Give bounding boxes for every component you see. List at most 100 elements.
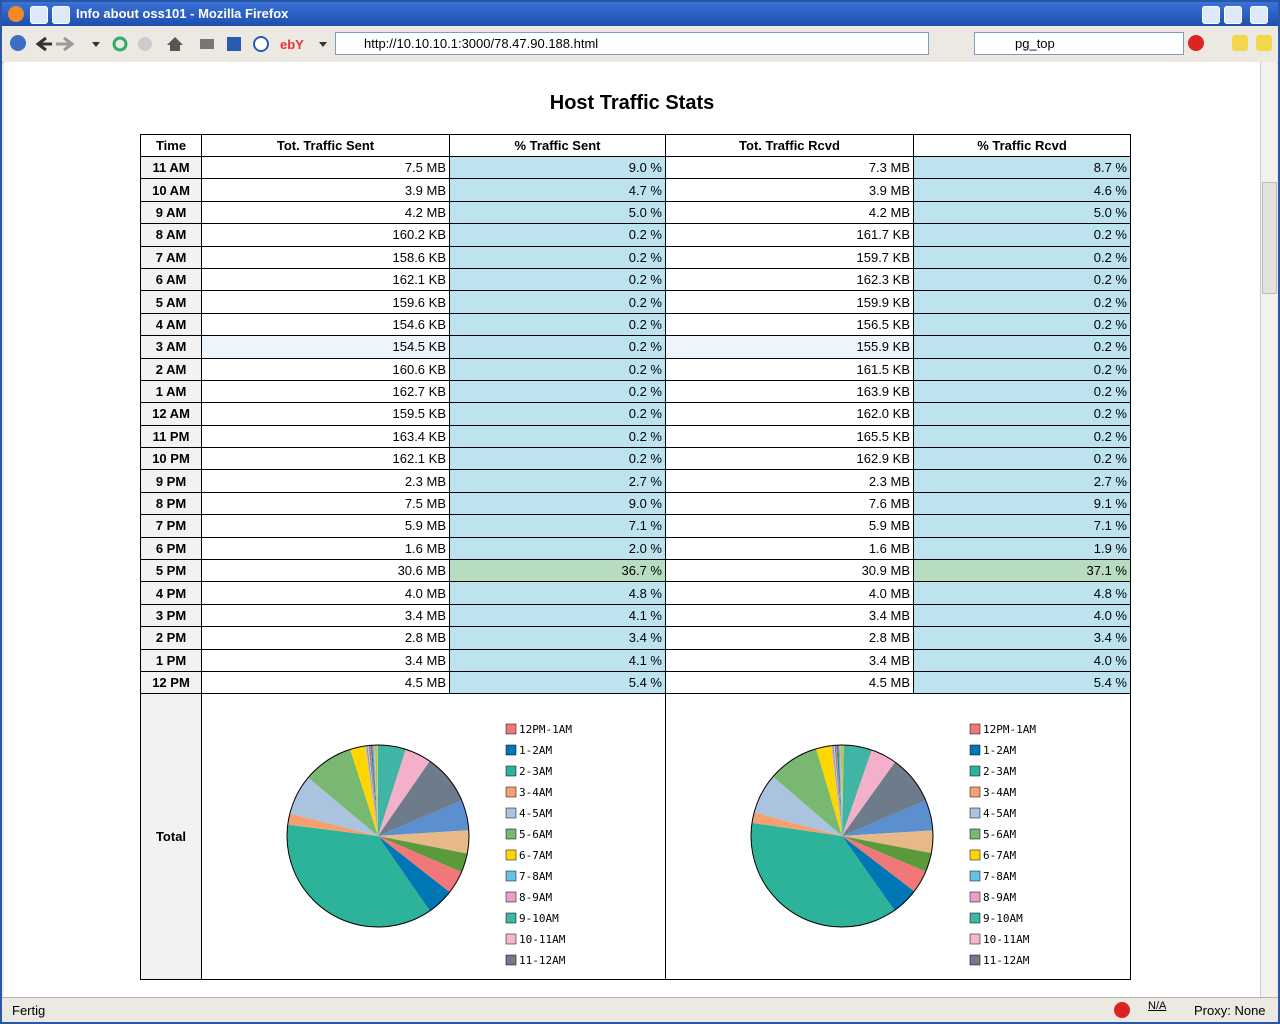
table-row: 12 PM 4.5 MB 5.4 % 4.5 MB 5.4 % — [140, 670, 1131, 695]
pie-slice — [751, 812, 842, 837]
search-bar[interactable]: pg_top — [974, 32, 1184, 55]
back-button[interactable] — [35, 36, 52, 52]
pie-slice — [835, 745, 842, 837]
value-cell: 161.5 KB — [665, 357, 914, 381]
pie-slice — [836, 745, 842, 837]
title-bar: Info about oss101 - Mozilla Firefox — [2, 2, 1278, 26]
forward-button[interactable] — [56, 36, 75, 52]
value-cell: 162.0 KB — [665, 402, 914, 426]
total-label: Total — [140, 693, 202, 981]
bookmark-button[interactable] — [227, 37, 241, 51]
value-cell: 5.4 % — [913, 670, 1131, 695]
traffic-table: Time Tot. Traffic Sent% Traffic Sent Tot. … — [140, 134, 1131, 981]
menu-button[interactable] — [30, 6, 48, 24]
value-cell: 3.9 MB — [201, 178, 450, 202]
maximize-button[interactable] — [1224, 6, 1242, 24]
value-cell: 162.7 KB — [201, 379, 450, 404]
value-cell: 162.1 KB — [201, 447, 450, 471]
time-cell: 4 AM — [140, 312, 202, 337]
pie-slice — [751, 823, 895, 928]
shade-button[interactable] — [52, 6, 70, 24]
value-cell: 154.5 KB — [201, 335, 450, 359]
table-row: 4 AM 154.6 KB 0.2 % 156.5 KB 0.2 % — [140, 312, 1131, 337]
table-row: 3 PM 3.4 MB 4.1 % 3.4 MB 4.0 % — [140, 603, 1131, 628]
value-cell: 0.2 % — [913, 447, 1131, 471]
value-cell: 5.9 MB — [201, 514, 450, 538]
value-cell: 36.7 % — [449, 559, 666, 583]
table-row: 5 AM 159.6 KB 0.2 % 159.9 KB 0.2 % — [140, 290, 1131, 314]
value-cell: 2.8 MB — [665, 626, 914, 650]
value-cell: 0.2 % — [449, 245, 666, 269]
value-cell: 1.9 % — [913, 536, 1131, 561]
history-dropdown[interactable] — [92, 42, 100, 47]
value-cell: 0.2 % — [449, 447, 666, 471]
value-cell: 1.6 MB — [665, 536, 914, 561]
table-row: 3 AM 154.5 KB 0.2 % 155.9 KB 0.2 % — [140, 335, 1131, 359]
adblock-status-icon[interactable] — [1114, 1002, 1130, 1018]
extension-icon[interactable] — [1232, 35, 1248, 51]
table-row: 8 PM 7.5 MB 9.0 % 7.6 MB 9.1 % — [140, 491, 1131, 516]
stop-button[interactable] — [138, 37, 152, 51]
navigation-toolbar: ebY http://10.10.10.1:3000/78.47.90.188.… — [2, 26, 1278, 63]
home-button[interactable] — [167, 37, 183, 51]
proxy-status[interactable]: Proxy: None — [1194, 1003, 1266, 1018]
ebay-dropdown[interactable] — [319, 42, 327, 47]
value-cell: 7.1 % — [449, 514, 666, 538]
minimize-button[interactable] — [1202, 6, 1220, 24]
time-cell: 11 AM — [140, 155, 202, 180]
scroll-thumb[interactable] — [1262, 182, 1277, 294]
url-text: http://10.10.10.1:3000/78.47.90.188.html — [364, 36, 599, 51]
pie-slice — [376, 745, 378, 837]
reload-button[interactable] — [112, 36, 128, 52]
column-header: Tot. Traffic Rcvd — [665, 134, 914, 157]
value-cell: 5.4 % — [449, 670, 666, 695]
value-cell: 7.3 MB — [665, 155, 914, 180]
pie-slice — [368, 745, 378, 837]
history-button[interactable] — [253, 36, 269, 52]
column-header: % Traffic Rcvd — [913, 134, 1131, 157]
value-cell: 4.8 % — [449, 581, 666, 605]
value-cell: 5.9 MB — [665, 514, 914, 538]
table-row: 6 AM 162.1 KB 0.2 % 162.3 KB 0.2 % — [140, 267, 1131, 292]
value-cell: 7.6 MB — [665, 491, 914, 516]
value-cell: 3.4 MB — [665, 648, 914, 672]
value-cell: 8.7 % — [913, 155, 1131, 180]
toolbar-icons: ebY — [35, 36, 327, 52]
time-cell: 1 PM — [140, 648, 202, 672]
legend-label: 11-12AM — [983, 954, 1030, 967]
value-cell: 158.6 KB — [201, 245, 450, 269]
table-row: 9 AM 4.2 MB 5.0 % 4.2 MB 5.0 % — [140, 200, 1131, 225]
legend-swatch — [505, 871, 517, 882]
time-cell: 9 AM — [140, 200, 202, 225]
value-cell: 159.9 KB — [665, 290, 914, 314]
print-button[interactable] — [200, 39, 214, 49]
legend-swatch — [505, 724, 517, 735]
total-row: Total 12PM-1AM 1-2AM 2-3AM 3-4AM 4-5AM 5-6AM 6-… — [140, 693, 1131, 981]
browser-icon[interactable] — [10, 35, 26, 51]
time-cell: 12 AM — [140, 402, 202, 426]
value-cell: 156.5 KB — [665, 312, 914, 337]
value-cell: 4.2 MB — [665, 200, 914, 225]
status-bar: Fertig N/A Proxy: None — [2, 997, 1278, 1022]
extension-icon[interactable] — [1256, 35, 1272, 51]
pie-slice — [369, 745, 378, 837]
legend-label: 7-8AM — [519, 870, 552, 883]
legend-label: 8-9AM — [519, 891, 552, 904]
value-cell: 2.7 % — [449, 469, 666, 493]
value-cell: 0.2 % — [913, 267, 1131, 292]
time-cell: 9 PM — [140, 469, 202, 493]
table-row: 5 PM 30.6 MB 36.7 % 30.9 MB 37.1 % — [140, 559, 1131, 583]
close-button[interactable] — [1250, 6, 1268, 24]
value-cell: 155.9 KB — [665, 335, 914, 359]
pie-slice — [816, 746, 842, 837]
table-row: 7 AM 158.6 KB 0.2 % 159.7 KB 0.2 % — [140, 245, 1131, 269]
scrollbar[interactable] — [1260, 62, 1277, 997]
adblock-icon[interactable] — [1188, 35, 1204, 51]
time-cell: 8 PM — [140, 491, 202, 516]
legend-label: 2-3AM — [519, 765, 552, 778]
value-cell: 4.0 MB — [665, 581, 914, 605]
ebay-button[interactable]: ebY — [280, 37, 304, 52]
value-cell: 4.6 % — [913, 178, 1131, 202]
status-na: N/A — [1148, 1000, 1167, 1012]
url-bar[interactable]: http://10.10.10.1:3000/78.47.90.188.html — [335, 32, 929, 55]
